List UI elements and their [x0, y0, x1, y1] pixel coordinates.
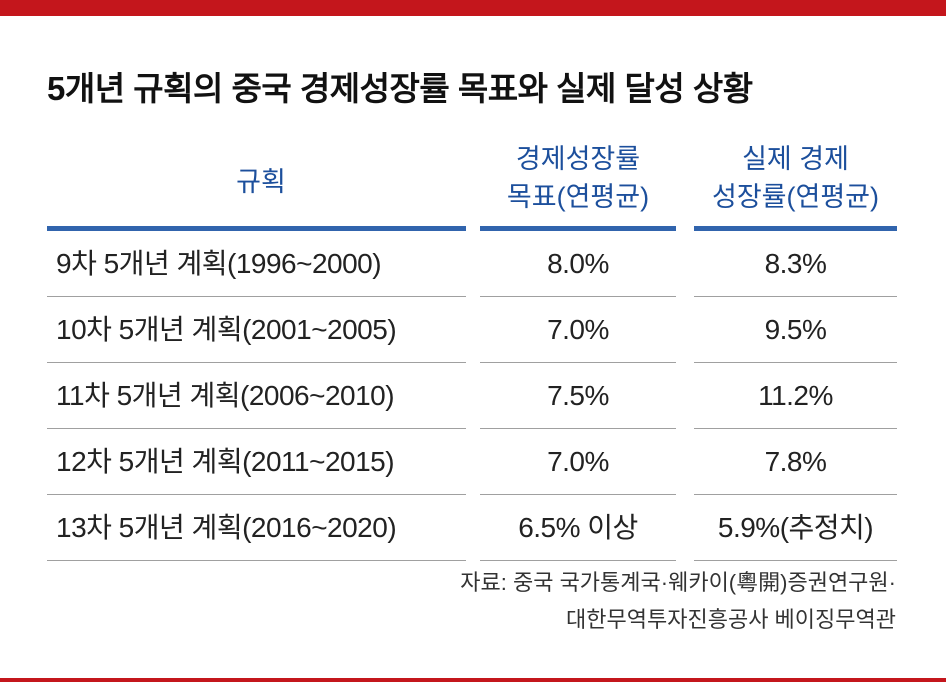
- cell-target: 7.0%: [547, 446, 609, 477]
- cell-plan: 13차 5개년 계획(2016~2020): [56, 512, 397, 543]
- row-divider: [694, 560, 897, 561]
- row-divider: [480, 560, 676, 561]
- cell-actual: 8.3%: [764, 248, 827, 279]
- row-divider: [47, 296, 466, 297]
- source-note-line2: 대한무역투자진흥공사 베이징무역관: [566, 607, 896, 632]
- header-plan: 규획: [236, 167, 286, 197]
- row-divider: [694, 362, 897, 363]
- header-rule-actual: [694, 226, 897, 231]
- row-divider: [47, 560, 466, 561]
- cell-actual: 11.2%: [758, 380, 833, 411]
- cell-actual: 5.9%(추정치): [717, 512, 874, 543]
- row-divider: [480, 296, 676, 297]
- bottom-accent-bar: [0, 678, 946, 682]
- header-target-line2: 목표(연평균): [506, 182, 650, 212]
- cell-target: 6.5% 이상: [518, 512, 638, 543]
- cell-plan: 12차 5개년 계획(2011~2015): [56, 446, 395, 477]
- cell-plan: 9차 5개년 계획(1996~2000): [56, 248, 382, 279]
- header-actual-line1: 실제 경제: [742, 144, 849, 174]
- header-rule-target: [480, 226, 676, 231]
- cell-target: 7.0%: [547, 314, 609, 345]
- row-divider: [694, 428, 897, 429]
- page-title: 5개년 규획의 중국 경제성장률 목표와 실제 달성 상황: [47, 70, 753, 107]
- source-note-line1: 자료: 중국 국가통계국·웨카이(粵開)증권연구원·: [460, 570, 896, 595]
- row-divider: [47, 494, 466, 495]
- cell-actual: 7.8%: [764, 446, 827, 477]
- header-rule-plan: [47, 226, 466, 231]
- cell-plan: 10차 5개년 계획(2001~2005): [56, 314, 397, 345]
- cell-target: 8.0%: [547, 248, 609, 279]
- row-divider: [694, 296, 897, 297]
- header-actual-line2: 성장률(연평균): [711, 182, 880, 212]
- top-accent-bar: [0, 0, 946, 16]
- row-divider: [480, 428, 676, 429]
- row-divider: [47, 362, 466, 363]
- row-divider: [694, 494, 897, 495]
- row-divider: [480, 362, 676, 363]
- cell-plan: 11차 5개년 계획(2006~2010): [56, 380, 395, 411]
- row-divider: [47, 428, 466, 429]
- header-target-line1: 경제성장률: [515, 144, 641, 174]
- row-divider: [480, 494, 676, 495]
- cell-actual: 9.5%: [764, 314, 827, 345]
- cell-target: 7.5%: [547, 380, 609, 411]
